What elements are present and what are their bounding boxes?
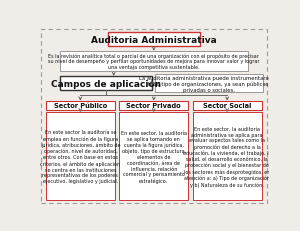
FancyBboxPatch shape	[119, 101, 188, 110]
Text: En este sector la auditoría se
emplea en función de la figura
jurídica, atribuci: En este sector la auditoría se emplea en…	[40, 130, 120, 183]
Text: Es la revisión analítica total o parcial de una organización con el propósito de: Es la revisión analítica total o parcial…	[48, 53, 260, 70]
Text: Campos de aplicación: Campos de aplicación	[51, 79, 161, 88]
FancyBboxPatch shape	[193, 101, 262, 110]
FancyBboxPatch shape	[46, 113, 115, 200]
Text: Sector Privado: Sector Privado	[126, 103, 181, 109]
Text: En este sector, la auditoría
se aplica tomando en
cuenta la figura jurídica,
obj: En este sector, la auditoría se aplica t…	[121, 130, 187, 183]
FancyBboxPatch shape	[119, 113, 188, 200]
FancyBboxPatch shape	[46, 101, 115, 110]
Text: Sector Público: Sector Público	[54, 103, 107, 109]
Text: En este sector, la auditoría
administrativa se aplica para
evaluar aspectos tale: En este sector, la auditoría administrat…	[183, 126, 272, 187]
FancyBboxPatch shape	[60, 77, 152, 91]
Text: Auditoria Administrativa: Auditoria Administrativa	[91, 36, 217, 44]
FancyBboxPatch shape	[60, 52, 248, 71]
Text: Sector Social: Sector Social	[203, 103, 251, 109]
Text: La auditoría administrativa puede instrumentarse en
todo tipo de organizaciones,: La auditoría administrativa puede instru…	[139, 75, 280, 92]
FancyBboxPatch shape	[193, 113, 262, 200]
FancyBboxPatch shape	[108, 33, 200, 47]
FancyBboxPatch shape	[155, 74, 263, 93]
